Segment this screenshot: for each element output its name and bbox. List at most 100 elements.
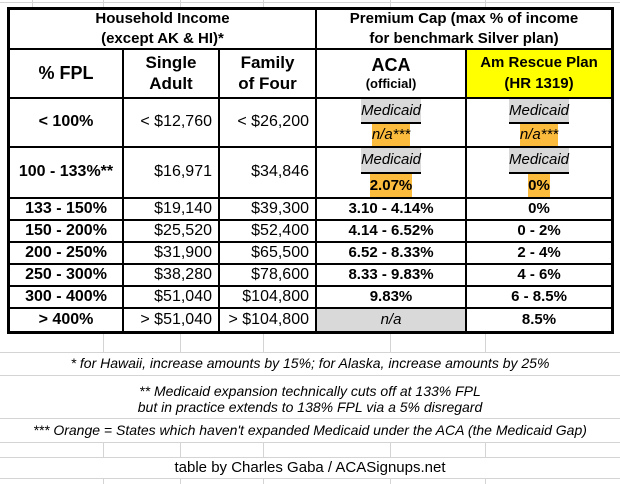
header-household-income-line2: (except AK & HI)* bbox=[101, 30, 224, 47]
spreadsheet-gridline bbox=[485, 334, 486, 352]
cell-arp-over-400: 8.5% bbox=[521, 311, 557, 329]
cell-single-250-300: $38,280 bbox=[124, 265, 220, 287]
cell-fpl-100-133: 100 - 133%** bbox=[10, 148, 124, 199]
cell-fpl-over-400: > 400% bbox=[10, 309, 124, 331]
cell-family-100-133: $34,846 bbox=[220, 148, 317, 199]
spreadsheet-gridline bbox=[390, 478, 391, 484]
cell-fpl-200-250: 200 - 250% bbox=[10, 243, 124, 265]
spreadsheet-gridline bbox=[0, 375, 620, 376]
column-header-aca-title: ACA bbox=[371, 54, 411, 75]
column-header-single-line2: Adult bbox=[149, 73, 193, 93]
cell-aca-200-250: 6.52 - 8.33% bbox=[317, 243, 467, 265]
spreadsheet-gridline bbox=[485, 442, 486, 457]
spreadsheet-gridline bbox=[103, 0, 104, 7]
header-premium-cap-line1: Premium Cap (max % of income bbox=[349, 10, 579, 28]
spreadsheet-gridline bbox=[0, 2, 620, 3]
spreadsheet-gridline bbox=[390, 442, 391, 457]
cell-family-over-400: > $104,800 bbox=[220, 309, 317, 331]
header-premium-cap: Premium Cap (max % of income for benchma… bbox=[317, 10, 611, 50]
spreadsheet-gridline bbox=[390, 0, 391, 7]
footnote-hawaii-alaska: * for Hawaii, increase amounts by 15%; f… bbox=[70, 355, 550, 371]
column-header-family-line2: of Four bbox=[238, 73, 297, 93]
cell-fpl-133-150: 133 - 150% bbox=[10, 199, 124, 221]
cell-single-under-100: < $12,760 bbox=[124, 99, 220, 148]
spreadsheet-gridline bbox=[263, 0, 264, 7]
spreadsheet-gridline bbox=[0, 478, 620, 479]
spreadsheet-gridline bbox=[180, 334, 181, 352]
column-header-single-adult: Single Adult bbox=[124, 50, 220, 99]
column-header-aca: ACA (official) bbox=[317, 50, 467, 99]
cell-aca-133-150: 3.10 - 4.14% bbox=[317, 199, 467, 221]
table-credit: table by Charles Gaba / ACASignups.net bbox=[174, 459, 446, 476]
cell-aca-250-300: 8.33 - 9.83% bbox=[317, 265, 467, 287]
cell-arp-200-250: 2 - 4% bbox=[467, 243, 611, 265]
spreadsheet-gridline bbox=[180, 442, 181, 457]
spreadsheet-gridline bbox=[263, 334, 264, 352]
cell-family-250-300: $78,600 bbox=[220, 265, 317, 287]
spreadsheet-gridline bbox=[390, 334, 391, 352]
cell-single-100-133: $16,971 bbox=[124, 148, 220, 199]
cell-single-150-200: $25,520 bbox=[124, 221, 220, 243]
cell-arp-100-133-medicaid: Medicaid bbox=[508, 148, 570, 174]
cell-fpl-250-300: 250 - 300% bbox=[10, 265, 124, 287]
header-premium-cap-line2: for benchmark Silver plan) bbox=[369, 30, 559, 47]
cell-arp-under-100-na: n/a*** bbox=[519, 123, 559, 146]
footnote-orange-legend: *** Orange = States which haven't expand… bbox=[33, 422, 587, 438]
footnote-medicaid-expansion-line2: but in practice extends to 138% FPL via … bbox=[137, 399, 483, 415]
cell-arp-under-100-medicaid: Medicaid bbox=[508, 99, 570, 124]
cell-family-300-400: $104,800 bbox=[220, 287, 317, 309]
cell-arp-133-150: 0% bbox=[467, 199, 611, 221]
cell-single-133-150: $19,140 bbox=[124, 199, 220, 221]
spreadsheet-gridline bbox=[263, 442, 264, 457]
column-header-single-line1: Single bbox=[145, 52, 197, 72]
column-header-arp-line2: (HR 1319) bbox=[504, 74, 574, 92]
cell-family-133-150: $39,300 bbox=[220, 199, 317, 221]
cell-aca-100-133: Medicaid 2.07% bbox=[317, 148, 467, 199]
cell-aca-under-100-na: n/a*** bbox=[371, 123, 411, 146]
column-header-arp-line1: Am Rescue Plan bbox=[480, 54, 598, 72]
cell-family-200-250: $65,500 bbox=[220, 243, 317, 265]
column-header-aca-subtitle: (official) bbox=[365, 75, 417, 91]
cell-aca-100-133-medicaid: Medicaid bbox=[360, 148, 422, 174]
column-header-fpl: % FPL bbox=[10, 50, 124, 99]
cell-aca-over-400: n/a bbox=[317, 309, 467, 331]
spreadsheet-gridline bbox=[0, 457, 620, 458]
spreadsheet-gridline bbox=[103, 334, 104, 352]
spreadsheet-gridline bbox=[485, 0, 486, 7]
cell-fpl-150-200: 150 - 200% bbox=[10, 221, 124, 243]
cell-arp-under-100: Medicaid n/a*** bbox=[467, 99, 611, 148]
spreadsheet-gridline bbox=[263, 478, 264, 484]
footnote-medicaid-expansion-line1: ** Medicaid expansion technically cuts o… bbox=[139, 383, 481, 399]
spreadsheet-gridline bbox=[103, 478, 104, 484]
column-header-family-line1: Family bbox=[240, 52, 295, 72]
footnote-medicaid-expansion: ** Medicaid expansion technically cuts o… bbox=[0, 383, 620, 415]
spreadsheet-gridline bbox=[485, 478, 486, 484]
column-header-family-of-four: Family of Four bbox=[220, 50, 317, 99]
cell-arp-150-200: 0 - 2% bbox=[467, 221, 611, 243]
cell-fpl-under-100: < 100% bbox=[10, 99, 124, 148]
spreadsheet-gridline bbox=[0, 442, 620, 443]
cell-family-under-100: < $26,200 bbox=[220, 99, 317, 148]
spreadsheet-gridline bbox=[0, 352, 620, 353]
cell-arp-100-133-cap: 0% bbox=[528, 173, 550, 197]
cell-fpl-300-400: 300 - 400% bbox=[10, 287, 124, 309]
spreadsheet-gridline bbox=[180, 478, 181, 484]
cell-arp-300-400: 6 - 8.5% bbox=[467, 287, 611, 309]
cell-aca-150-200: 4.14 - 6.52% bbox=[317, 221, 467, 243]
cell-aca-100-133-cap: 2.07% bbox=[369, 173, 413, 197]
spreadsheet-gridline bbox=[103, 442, 104, 457]
cell-arp-250-300: 4 - 6% bbox=[467, 265, 611, 287]
cell-aca-300-400: 9.83% bbox=[317, 287, 467, 309]
cell-aca-under-100: Medicaid n/a*** bbox=[317, 99, 467, 148]
header-household-income: Household Income (except AK & HI)* bbox=[10, 10, 317, 50]
cell-family-150-200: $52,400 bbox=[220, 221, 317, 243]
spreadsheet-gridline bbox=[32, 0, 33, 7]
cell-single-300-400: $51,040 bbox=[124, 287, 220, 309]
income-premium-cap-table: Household Income (except AK & HI)* Premi… bbox=[7, 7, 614, 334]
column-header-am-rescue-plan: Am Rescue Plan (HR 1319) bbox=[467, 50, 611, 99]
header-household-income-line1: Household Income bbox=[95, 10, 230, 28]
spreadsheet-gridline bbox=[180, 0, 181, 7]
cell-arp-100-133: Medicaid 0% bbox=[467, 148, 611, 199]
cell-aca-under-100-medicaid: Medicaid bbox=[360, 99, 422, 124]
cell-single-200-250: $31,900 bbox=[124, 243, 220, 265]
